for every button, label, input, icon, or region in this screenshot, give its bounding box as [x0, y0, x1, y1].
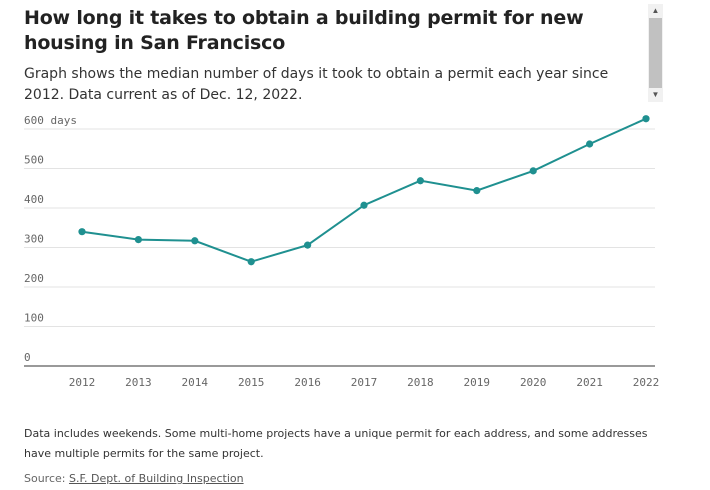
y-tick-label: 400 [24, 193, 44, 206]
chart-header: How long it takes to obtain a building p… [24, 6, 648, 106]
scroll-thumb[interactable] [649, 18, 662, 88]
x-tick-label: 2012 [69, 376, 96, 389]
y-tick-label: 500 [24, 154, 44, 167]
data-point[interactable] [416, 177, 424, 185]
data-point[interactable] [304, 241, 312, 249]
chart-subtitle: Graph shows the median number of days it… [24, 66, 609, 103]
scroll-down-arrow-icon[interactable]: ▼ [651, 90, 660, 99]
scroll-up-arrow-icon[interactable]: ▲ [651, 6, 660, 15]
y-tick-label: 200 [24, 272, 44, 285]
data-points [78, 115, 650, 266]
data-point[interactable] [642, 115, 650, 123]
data-point[interactable] [360, 201, 368, 209]
source-line: Source: S.F. Dept. of Building Inspectio… [24, 470, 244, 488]
x-tick-label: 2022 [633, 376, 660, 389]
y-tick-label: 100 [24, 312, 44, 325]
series-line [81, 117, 647, 263]
source-link[interactable]: S.F. Dept. of Building Inspection [68, 472, 244, 485]
data-point[interactable] [78, 228, 86, 236]
source-label: Source: [24, 472, 69, 485]
data-point[interactable] [247, 258, 255, 266]
data-point[interactable] [529, 167, 537, 175]
chart-title: How long it takes to obtain a building p… [24, 7, 584, 54]
data-point[interactable] [586, 140, 594, 148]
scrollbar[interactable]: ▲ ▼ [648, 4, 663, 102]
y-tick-label: 600 days [24, 114, 77, 127]
y-tick-label: 0 [24, 351, 31, 364]
data-point[interactable] [473, 187, 481, 195]
y-tick-label: 300 [24, 233, 44, 246]
grid-lines [24, 128, 655, 327]
x-tick-label: 2015 [238, 376, 265, 389]
x-tick-label: 2013 [125, 376, 152, 389]
x-tick-label: 2019 [464, 376, 491, 389]
x-tick-label: 2014 [182, 376, 209, 389]
data-point[interactable] [134, 236, 142, 244]
data-point[interactable] [191, 237, 199, 245]
x-tick-label: 2021 [576, 376, 603, 389]
x-tick-label: 2020 [520, 376, 547, 389]
y-axis-ticks: 0 100 200 300 400 500 600 days [24, 114, 77, 364]
x-tick-label: 2016 [294, 376, 321, 389]
x-tick-label: 2017 [351, 376, 378, 389]
footnote: Data includes weekends. Some multi-home … [24, 427, 648, 460]
x-tick-label: 2018 [407, 376, 434, 389]
x-axis-ticks: 2012 2013 2014 2015 2016 2017 2018 2019 2020 2021… [69, 376, 660, 389]
